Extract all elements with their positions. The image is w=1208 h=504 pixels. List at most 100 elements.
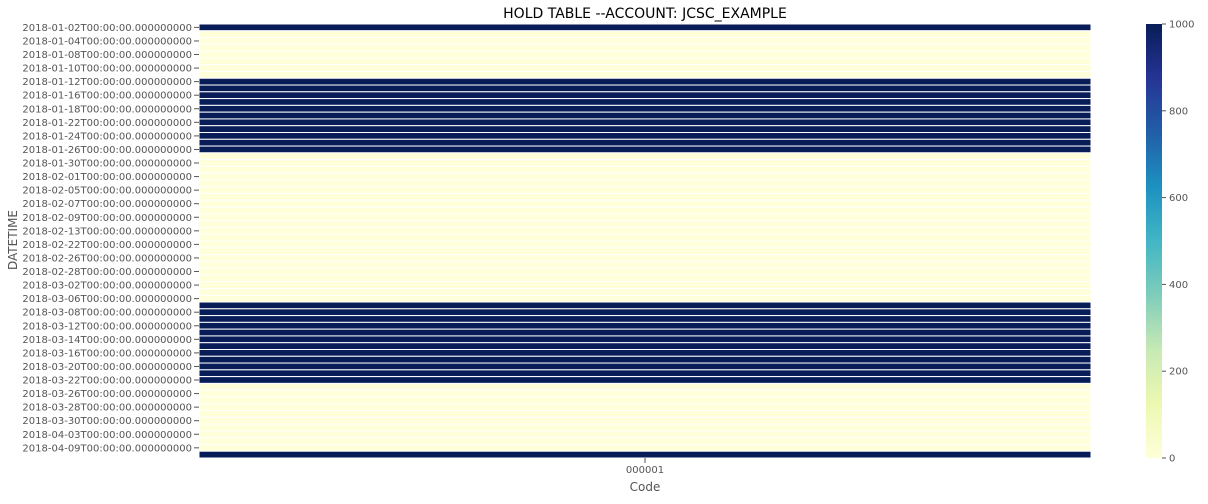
- y-tick-label: 2018-01-12T00:00:00.000000000: [22, 77, 192, 88]
- heatmap-cell: [198, 179, 1092, 188]
- y-tick-label: 2018-03-06T00:00:00.000000000: [22, 294, 192, 305]
- y-tick-label: 2018-01-10T00:00:00.000000000: [22, 64, 192, 75]
- y-tick-label: 2018-03-02T00:00:00.000000000: [22, 281, 192, 292]
- heatmap-cell: [198, 159, 1092, 167]
- colorbar-tick-label: 600: [1169, 193, 1188, 204]
- heatmap-cell: [198, 98, 1092, 106]
- y-tick-label: 2018-03-16T00:00:00.000000000: [22, 348, 192, 359]
- heatmap-cell: [198, 260, 1092, 269]
- heatmap-cell: [198, 376, 1092, 384]
- heatmap-cell: [198, 220, 1092, 228]
- heatmap-cell: [198, 165, 1092, 174]
- heatmap-cell: [198, 111, 1092, 120]
- y-tick-label: 2018-01-04T00:00:00.000000000: [22, 36, 192, 47]
- heatmap-cell: [198, 226, 1092, 235]
- y-tick-label: 2018-04-03T00:00:00.000000000: [22, 430, 192, 441]
- heatmap-cell: [198, 423, 1092, 432]
- y-tick-label: 2018-02-05T00:00:00.000000000: [22, 186, 192, 197]
- heatmap-cell: [198, 301, 1092, 310]
- heatmap-cell: [198, 145, 1092, 154]
- heatmap-cell: [198, 382, 1092, 391]
- y-tick-label: 2018-01-18T00:00:00.000000000: [22, 104, 192, 115]
- colorbar-tick-label: 400: [1169, 280, 1188, 291]
- heatmap-cell: [198, 37, 1092, 45]
- heatmap-cell: [198, 315, 1092, 323]
- heatmap-cell: [198, 213, 1092, 222]
- y-tick-label: 2018-02-07T00:00:00.000000000: [22, 199, 192, 210]
- heatmap-cell: [198, 437, 1092, 445]
- heatmap-cell: [198, 321, 1092, 330]
- heatmap-cell: [198, 193, 1092, 201]
- heatmap-cell: [198, 50, 1092, 59]
- y-tick-label: 2018-03-22T00:00:00.000000000: [22, 376, 192, 387]
- heatmap-cell: [198, 23, 1092, 32]
- y-tick-label: 2018-03-20T00:00:00.000000000: [22, 362, 192, 373]
- chart-title: HOLD TABLE --ACCOUNT: JCSC_EXAMPLE: [503, 6, 787, 22]
- heatmap-cell: [198, 443, 1092, 452]
- y-tick-label: 2018-03-28T00:00:00.000000000: [22, 403, 192, 414]
- colorbar-tick-label: 200: [1169, 367, 1188, 378]
- heatmap-cell: [198, 389, 1092, 398]
- heatmap-cell: [198, 403, 1092, 412]
- heatmap-cell: [198, 57, 1092, 66]
- heatmap-cell: [198, 287, 1092, 296]
- heatmap-cell: [198, 30, 1092, 39]
- colorbar-tick-label: 800: [1169, 106, 1188, 117]
- heatmap-cell: [198, 294, 1092, 303]
- heatmap-cell: [198, 64, 1092, 72]
- heatmap-cell: [198, 152, 1092, 161]
- y-tick-labels: 2018-01-02T00:00:00.000000000 2018-01-04T…: [22, 23, 199, 454]
- heatmap-cell: [198, 172, 1092, 181]
- x-axis-label: Code: [630, 480, 661, 494]
- heatmap-cell: [198, 362, 1092, 371]
- heatmap-cell: [198, 186, 1092, 195]
- heatmap-cell: [198, 410, 1092, 418]
- y-tick-label: 2018-01-22T00:00:00.000000000: [22, 118, 192, 129]
- heatmap-cell: [198, 396, 1092, 405]
- y-tick-label: 2018-01-08T00:00:00.000000000: [22, 50, 192, 61]
- heatmap-cell: [198, 267, 1092, 276]
- y-tick-label: 2018-01-16T00:00:00.000000000: [22, 91, 192, 102]
- y-tick-label: 2018-01-02T00:00:00.000000000: [22, 23, 192, 34]
- heatmap-cell: [198, 84, 1092, 93]
- heatmap-cell: [198, 416, 1092, 425]
- y-tick-label: 2018-03-08T00:00:00.000000000: [22, 308, 192, 319]
- heatmap-cell: [198, 132, 1092, 140]
- x-tick-label: 000001: [626, 465, 664, 476]
- heatmap-cell: [198, 91, 1092, 100]
- heatmap-cell: [198, 308, 1092, 317]
- heatmap-cell: [198, 430, 1092, 439]
- heatmap-cell: [198, 138, 1092, 147]
- y-tick-label: 2018-02-13T00:00:00.000000000: [22, 226, 192, 237]
- heatmap-cell: [198, 349, 1092, 357]
- y-tick-label: 2018-01-30T00:00:00.000000000: [22, 159, 192, 170]
- y-tick-label: 2018-04-09T00:00:00.000000000: [22, 443, 192, 454]
- y-tick-label: 2018-03-12T00:00:00.000000000: [22, 321, 192, 332]
- y-tick-label: 2018-02-22T00:00:00.000000000: [22, 240, 192, 251]
- heatmap-cell: [198, 369, 1092, 378]
- heatmap-cell: [198, 104, 1092, 113]
- colorbar-tick-label: 0: [1169, 454, 1175, 465]
- y-tick-label: 2018-02-26T00:00:00.000000000: [22, 253, 192, 264]
- heatmap-cell: [198, 206, 1092, 215]
- colorbar-gradient: [1146, 24, 1162, 458]
- heatmap-cell: [198, 199, 1092, 208]
- y-axis-label: DATETIME: [6, 210, 20, 270]
- heatmap-cell: [198, 43, 1092, 52]
- heatmap-cell: [198, 274, 1092, 283]
- heatmap-cell: [198, 247, 1092, 256]
- y-tick-label: 2018-02-09T00:00:00.000000000: [22, 213, 192, 224]
- heatmap-cell: [198, 77, 1092, 86]
- heatmap-cell: [198, 342, 1092, 350]
- heatmap-cell: [198, 118, 1092, 127]
- y-tick-label: 2018-03-14T00:00:00.000000000: [22, 335, 192, 346]
- y-tick-label: 2018-02-01T00:00:00.000000000: [22, 172, 192, 183]
- y-tick-label: 2018-01-26T00:00:00.000000000: [22, 145, 192, 156]
- heatmap-cell: [198, 70, 1092, 79]
- colorbar-tick-label: 1000: [1169, 20, 1194, 31]
- heatmap-cell: [198, 233, 1092, 242]
- heatmap-cell: [198, 335, 1092, 344]
- y-tick-label: 2018-02-28T00:00:00.000000000: [22, 267, 192, 278]
